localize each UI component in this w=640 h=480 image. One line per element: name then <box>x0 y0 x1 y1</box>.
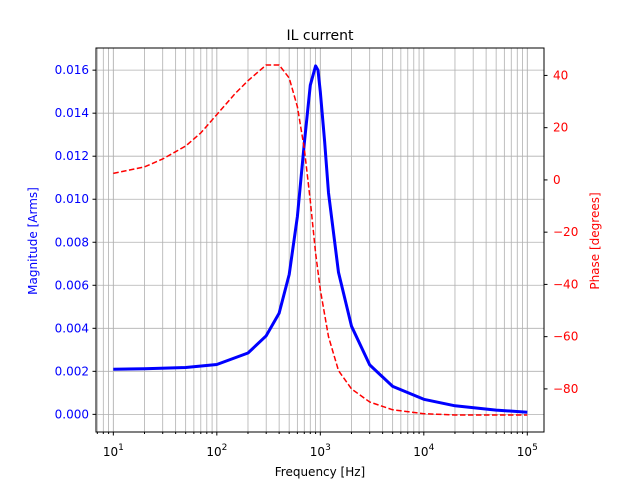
axes: 101 102 103 104 105 0.000 0.002 0.004 0.006 0.008… <box>55 47 578 459</box>
y-tick-label-right: −40 <box>553 277 578 291</box>
x-tick-label: 104 <box>413 443 434 459</box>
y-tick-label-left: 0.004 <box>55 321 89 335</box>
y-tick-label-right: 0 <box>553 173 561 187</box>
x-tick-label: 105 <box>517 443 538 459</box>
y-tick-label-right: −20 <box>553 225 578 239</box>
chart-title: IL current <box>287 28 354 44</box>
y-tick-label-left: 0.006 <box>55 278 89 292</box>
y-tick-label-right: −60 <box>553 330 578 344</box>
x-axis-label: Frequency [Hz] <box>275 465 366 479</box>
grid <box>96 48 544 432</box>
y-tick-label-right: 40 <box>553 68 568 82</box>
x-tick-label: 101 <box>103 443 124 459</box>
y-tick-label-left: 0.002 <box>55 364 89 378</box>
y-tick-label-left: 0.008 <box>55 235 89 249</box>
y-tick-label-right: 20 <box>553 121 568 135</box>
y-axis-label-right: Phase [degrees] <box>588 192 602 289</box>
magnitude-line <box>113 64 528 414</box>
y-tick-label-left: 0.000 <box>55 407 89 421</box>
y-tick-label-left: 0.012 <box>55 149 89 163</box>
y-tick-label-left: 0.016 <box>55 63 89 77</box>
y-tick-label-right: −80 <box>553 382 578 396</box>
x-tick-label: 102 <box>206 443 227 459</box>
y-tick-label-left: 0.014 <box>55 106 89 120</box>
phase-line <box>113 64 528 416</box>
y-tick-label-left: 0.010 <box>55 192 89 206</box>
plot-area <box>113 64 528 416</box>
x-tick-label: 103 <box>310 443 331 459</box>
y-axis-label-left: Magnitude [Arms] <box>26 187 40 295</box>
